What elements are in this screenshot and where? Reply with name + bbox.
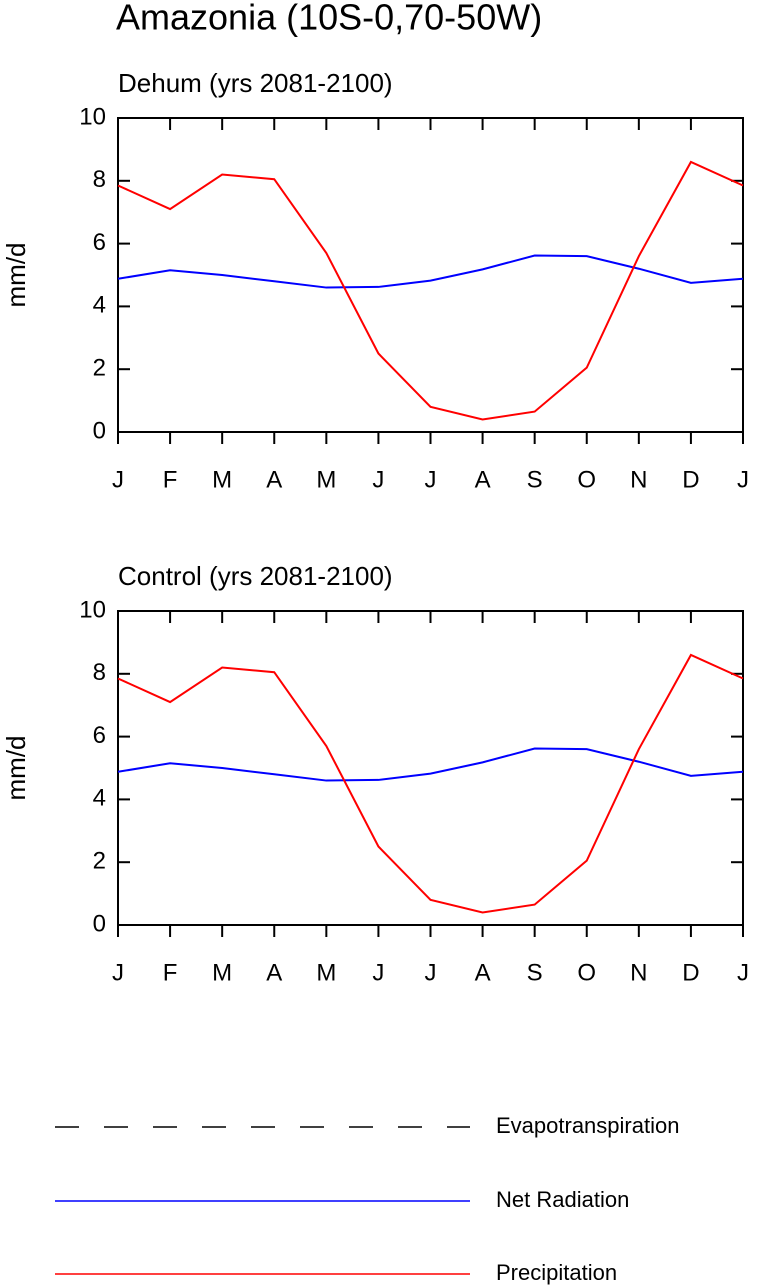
x-tick-label: J bbox=[425, 466, 437, 493]
y-tick-label: 6 bbox=[93, 722, 106, 749]
x-tick-label: J bbox=[425, 959, 437, 986]
y-tick-label: 10 bbox=[79, 596, 106, 623]
x-tick-label: A bbox=[475, 466, 491, 493]
x-tick-label: A bbox=[266, 466, 282, 493]
x-tick-label: N bbox=[630, 466, 647, 493]
x-tick-label: S bbox=[527, 466, 543, 493]
y-tick-label: 2 bbox=[93, 355, 106, 382]
series-line bbox=[117, 653, 744, 914]
chart-subtitle: Dehum (yrs 2081-2100) bbox=[118, 68, 393, 98]
y-tick-label: 0 bbox=[93, 417, 106, 444]
legend-label: Net Radiation bbox=[496, 1187, 629, 1212]
x-tick-label: D bbox=[682, 959, 699, 986]
x-tick-label: N bbox=[630, 959, 647, 986]
x-tick-label: F bbox=[163, 959, 178, 986]
series-line bbox=[117, 160, 744, 421]
x-tick-label: J bbox=[737, 466, 749, 493]
x-tick-label: A bbox=[475, 959, 491, 986]
y-tick-label: 4 bbox=[93, 785, 106, 812]
figure-title: Amazonia (10S-0,70-50W) bbox=[116, 0, 542, 38]
x-tick-label: M bbox=[212, 466, 232, 493]
x-tick-label: J bbox=[372, 466, 384, 493]
y-tick-label: 6 bbox=[93, 229, 106, 256]
y-tick-label: 8 bbox=[93, 166, 106, 193]
y-axis-label: mm/d bbox=[1, 736, 31, 801]
x-tick-label: D bbox=[682, 466, 699, 493]
y-tick-label: 10 bbox=[79, 103, 106, 130]
x-tick-label: J bbox=[372, 959, 384, 986]
y-tick-label: 0 bbox=[93, 910, 106, 937]
x-tick-label: J bbox=[112, 959, 124, 986]
y-tick-label: 2 bbox=[93, 848, 106, 875]
x-tick-label: J bbox=[737, 959, 749, 986]
x-tick-label: J bbox=[112, 466, 124, 493]
x-tick-label: M bbox=[316, 959, 336, 986]
x-tick-label: F bbox=[163, 466, 178, 493]
x-tick-label: M bbox=[212, 959, 232, 986]
x-tick-label: M bbox=[316, 466, 336, 493]
y-tick-label: 8 bbox=[93, 659, 106, 686]
x-tick-label: O bbox=[577, 466, 596, 493]
y-tick-label: 4 bbox=[93, 292, 106, 319]
legend-label: Precipitation bbox=[496, 1260, 617, 1285]
y-axis-label: mm/d bbox=[1, 243, 31, 308]
x-tick-label: S bbox=[527, 959, 543, 986]
x-tick-label: O bbox=[577, 959, 596, 986]
x-tick-label: A bbox=[266, 959, 282, 986]
chart-subtitle: Control (yrs 2081-2100) bbox=[118, 561, 393, 591]
legend-label: Evapotranspiration bbox=[496, 1113, 679, 1138]
series-line bbox=[117, 254, 744, 289]
series-line bbox=[117, 747, 744, 782]
